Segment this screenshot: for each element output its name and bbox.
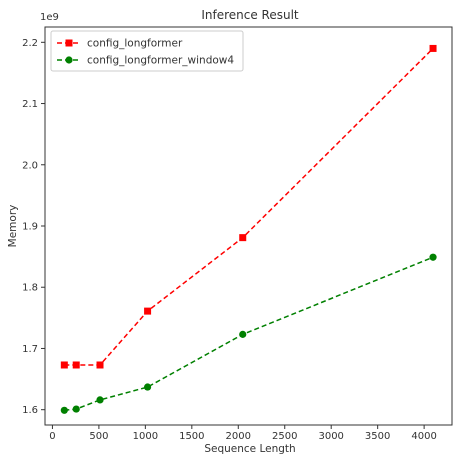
y-axis-offset-label: 1e9 — [40, 12, 59, 23]
legend: config_longformer config_longformer_windo… — [50, 30, 244, 72]
data-point — [144, 307, 152, 315]
data-point — [72, 361, 80, 369]
legend-marker-1 — [65, 39, 73, 47]
legend-label-1: config_longformer — [87, 38, 183, 50]
legend-label-2: config_longformer_window4 — [87, 55, 234, 67]
y-tick-label: 2.1 — [22, 99, 38, 110]
x-axis-label: Sequence Length — [204, 443, 295, 455]
data-point — [239, 234, 247, 242]
axes: 0 500 1000 1500 2000 2500 3000 3500 4000 1.6 1.7 1.… — [22, 26, 453, 442]
y-tick-label: 2.2 — [22, 38, 38, 49]
data-point — [239, 330, 247, 338]
data-point — [96, 361, 104, 369]
legend-marker-2 — [65, 56, 73, 64]
y-tick-label: 1.9 — [22, 222, 38, 233]
data-point — [429, 44, 437, 52]
data-point — [60, 406, 68, 414]
y-tick-label: 1.7 — [22, 344, 38, 355]
legend-box — [50, 30, 244, 72]
x-tick-label: 4000 — [411, 431, 436, 442]
y-tick-label: 1.6 — [22, 405, 38, 416]
data-point — [429, 253, 437, 261]
x-tick-label: 1000 — [133, 431, 158, 442]
data-point — [143, 383, 152, 391]
chart-title: Inference Result — [201, 8, 299, 22]
y-tick-label: 2.0 — [22, 160, 38, 171]
x-tick-label: 500 — [89, 431, 108, 442]
y-axis-label: Memory — [7, 205, 19, 248]
x-tick-label: 1500 — [179, 431, 204, 442]
x-tick-label: 0 — [49, 431, 55, 442]
data-point — [96, 396, 104, 404]
data-point — [60, 361, 68, 369]
y-tick-label: 1.8 — [22, 283, 38, 294]
plot-area — [60, 44, 437, 414]
data-point — [72, 405, 80, 413]
x-tick-label: 3000 — [318, 431, 343, 442]
x-tick-label: 3500 — [365, 431, 390, 442]
x-tick-label: 2000 — [226, 431, 251, 442]
x-tick-label: 2500 — [272, 431, 297, 442]
